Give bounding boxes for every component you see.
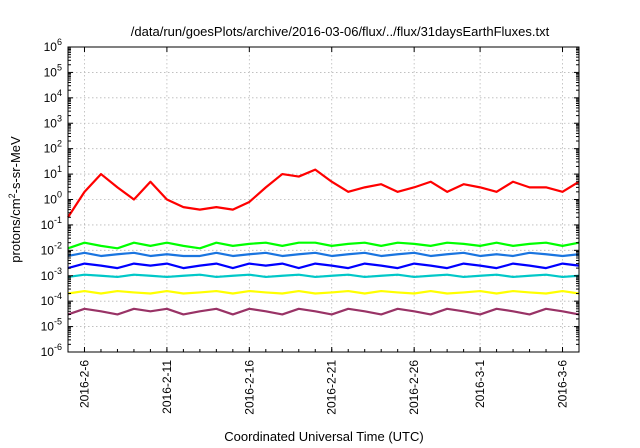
- y-tick-label: 100: [44, 190, 62, 207]
- x-tick-label: 2016-2-26: [407, 360, 421, 415]
- y-tick-label: 104: [44, 88, 62, 105]
- y-tick-label: 103: [44, 113, 62, 130]
- y-tick-label: 10-6: [41, 342, 62, 359]
- y-axis-title-part: -s-sr-MeV: [8, 136, 23, 193]
- y-tick-exponent: 4: [57, 88, 62, 98]
- series-line: [67, 168, 580, 218]
- y-tick-base: 10: [41, 218, 55, 232]
- y-tick-base: 10: [41, 269, 55, 283]
- y-tick-exponent: 0: [57, 190, 62, 200]
- y-axis-title-exponent: 2: [7, 193, 17, 198]
- y-tick-label: 10-3: [41, 266, 62, 283]
- x-axis-title: Coordinated Universal Time (UTC): [224, 429, 423, 444]
- grid: [68, 47, 579, 352]
- y-tick-label: 106: [44, 37, 62, 54]
- y-tick-exponent: -3: [54, 266, 62, 276]
- y-tick-label: 10-4: [41, 291, 62, 308]
- y-tick-exponent: 1: [57, 164, 62, 174]
- y-tick-base: 10: [41, 345, 55, 359]
- y-tick-exponent: 6: [57, 37, 62, 47]
- y-tick-base: 10: [44, 65, 58, 79]
- y-tick-exponent: 2: [57, 139, 62, 149]
- series-line: [67, 273, 580, 279]
- y-tick-base: 10: [44, 116, 58, 130]
- y-tick-exponent: -6: [54, 342, 62, 352]
- x-tick-label: 2016-3-1: [473, 360, 487, 408]
- x-tick-label: 2016-2-21: [325, 360, 339, 415]
- x-tick-label: 2016-3-6: [556, 360, 570, 408]
- y-tick-exponent: -1: [54, 215, 62, 225]
- y-tick-label: 10-5: [41, 317, 62, 334]
- x-tick-label: 2016-2-16: [242, 360, 256, 415]
- y-tick-base: 10: [44, 167, 58, 181]
- chart-title: /data/run/goesPlots/archive/2016-03-06/f…: [131, 24, 550, 39]
- series-line: [67, 251, 580, 258]
- y-tick-exponent: 3: [57, 113, 62, 123]
- y-tick-exponent: -5: [54, 317, 62, 327]
- x-tick-label: 2016-2-11: [160, 360, 174, 414]
- y-tick-label: 101: [44, 164, 62, 181]
- series-line: [67, 307, 580, 316]
- series-line: [67, 241, 580, 250]
- x-tick-label: 2016-2-6: [77, 360, 91, 408]
- y-tick-base: 10: [44, 91, 58, 105]
- y-axis-title: protons/cm2-s-sr-MeV: [7, 136, 23, 263]
- y-tick-exponent: 5: [57, 62, 62, 72]
- y-tick-exponent: -4: [54, 291, 62, 301]
- series-line: [67, 262, 580, 270]
- y-tick-label: 102: [44, 139, 62, 156]
- y-tick-label: 105: [44, 62, 62, 79]
- y-tick-base: 10: [44, 142, 58, 156]
- y-tick-base: 10: [41, 294, 55, 308]
- y-tick-exponent: -2: [54, 240, 62, 250]
- y-tick-label: 10-1: [41, 215, 62, 232]
- series-line: [67, 289, 580, 295]
- y-tick-base: 10: [44, 40, 58, 54]
- y-tick-base: 10: [41, 243, 55, 257]
- axis-ticks: 10-610-510-410-310-210-11001011021031041…: [41, 37, 580, 415]
- y-tick-base: 10: [44, 193, 58, 207]
- y-tick-label: 10-2: [41, 240, 62, 257]
- series-group: [67, 168, 580, 316]
- y-axis-title-part: protons/cm: [8, 198, 23, 262]
- y-tick-base: 10: [41, 320, 55, 334]
